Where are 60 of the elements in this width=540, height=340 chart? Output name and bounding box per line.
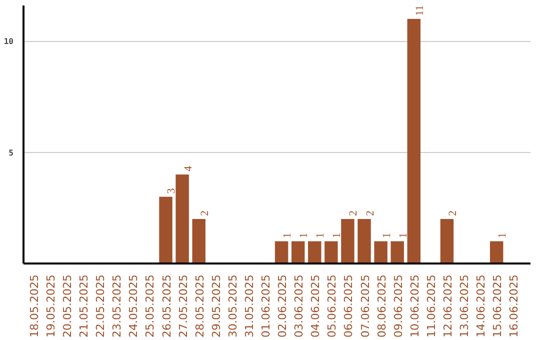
x-tick-label: 13.06.2025	[458, 274, 472, 338]
x-tick-label: 02.06.2025	[276, 274, 290, 338]
y-tick-label: 5	[8, 148, 14, 158]
x-tick-label: 18.05.2025	[28, 274, 41, 338]
data-label: 1	[298, 232, 310, 238]
x-tick-label: 14.06.2025	[474, 274, 488, 338]
data-label: 3	[166, 188, 178, 194]
bar	[358, 219, 371, 264]
x-tick-label: 27.05.2025	[176, 274, 190, 338]
bar	[390, 241, 404, 264]
bar	[407, 18, 420, 264]
data-label: 4	[182, 166, 194, 172]
x-tick-label: 06.06.2025	[342, 274, 356, 338]
bar	[324, 241, 338, 264]
data-label: 2	[364, 210, 376, 216]
x-tick-label: 28.05.2025	[193, 274, 206, 338]
data-label: 2	[446, 210, 459, 216]
bar	[159, 196, 172, 264]
x-tick-label: 29.05.2025	[210, 274, 223, 338]
x-tick-label: 21.05.2025	[78, 274, 91, 338]
data-label: 1	[496, 232, 509, 238]
y-tick-label: 10	[4, 37, 14, 46]
data-label: 1	[397, 232, 410, 238]
x-tick-label: 22.05.2025	[94, 274, 108, 338]
bar	[176, 174, 189, 264]
bar	[490, 241, 504, 264]
x-tick-label: 26.05.2025	[160, 274, 174, 338]
data-label: 1	[380, 232, 393, 238]
x-tick-label: 16.06.2025	[508, 274, 521, 338]
x-tick-label: 05.06.2025	[326, 274, 339, 338]
x-tick-label: 12.06.2025	[441, 274, 454, 338]
x-tick-label: 23.05.2025	[110, 274, 124, 338]
x-tick-label: 15.06.2025	[491, 274, 504, 338]
bar	[274, 241, 288, 264]
data-label: 11	[414, 5, 426, 16]
x-tick-label: 19.05.2025	[44, 274, 58, 338]
x-tick-label: 30.05.2025	[226, 274, 240, 338]
x-tick-label: 24.05.2025	[127, 274, 140, 338]
data-label: 2	[348, 210, 360, 216]
x-tick-label: 31.05.2025	[242, 274, 256, 338]
bar	[440, 219, 454, 264]
x-tick-label: 04.06.2025	[309, 274, 322, 338]
x-tick-label: 08.06.2025	[375, 274, 388, 338]
x-tick-label: 01.06.2025	[260, 274, 273, 338]
x-tick-label: 10.06.2025	[408, 274, 422, 338]
data-label: 2	[198, 210, 211, 216]
bar	[374, 241, 388, 264]
x-tick-label: 25.05.2025	[144, 274, 157, 338]
x-tick-label: 09.06.2025	[392, 274, 405, 338]
bar	[291, 241, 305, 264]
data-label: 1	[282, 232, 294, 238]
data-label: 1	[314, 232, 327, 238]
bar	[192, 219, 206, 264]
x-tick-label: 07.06.2025	[358, 274, 372, 338]
bar	[308, 241, 322, 264]
data-label: 1	[331, 232, 344, 238]
x-tick-label: 11.06.2025	[424, 274, 438, 338]
bar	[341, 219, 354, 264]
x-tick-label: 03.06.2025	[292, 274, 306, 338]
x-tick-label: 20.05.2025	[61, 274, 74, 338]
